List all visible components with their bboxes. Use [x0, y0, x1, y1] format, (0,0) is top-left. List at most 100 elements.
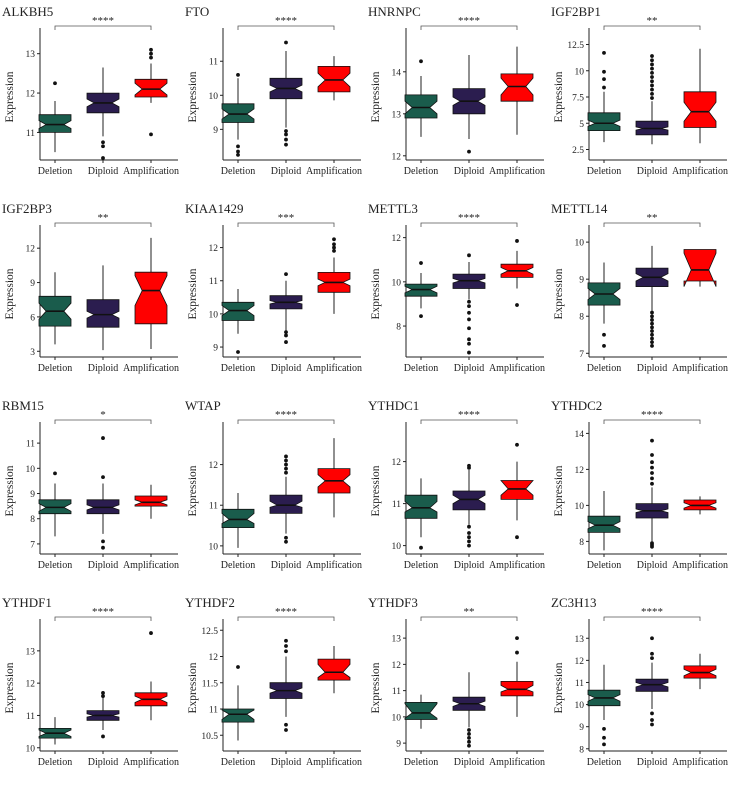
x-tick-label: Deletion: [38, 757, 72, 768]
y-axis-label: Expression: [187, 268, 199, 319]
outlier-point: [101, 140, 105, 145]
box-diploid: [635, 636, 669, 727]
y-tick-label: 12.5: [567, 41, 584, 51]
panel-title: FTO: [185, 4, 209, 19]
y-tick-label: 9: [213, 126, 218, 136]
y-axis-label: Expression: [4, 268, 16, 319]
panel-title: IGF2BP1: [551, 4, 601, 19]
outlier-point: [332, 248, 336, 253]
outlier-point: [650, 636, 654, 641]
significance-bracket: [420, 25, 518, 30]
y-tick-label: 11: [392, 687, 401, 697]
x-tick-label: Diploid: [637, 166, 668, 177]
outlier-point: [467, 739, 471, 744]
x-tick-label: Amplification: [489, 363, 545, 374]
x-tick-label: Amplification: [489, 560, 545, 571]
outlier-point: [101, 690, 105, 695]
x-tick-label: Amplification: [306, 363, 362, 374]
box-body: [317, 66, 351, 93]
y-tick-label: 8: [579, 745, 584, 755]
panel-title: YTHDC2: [551, 398, 602, 413]
box-deletion: [404, 478, 438, 550]
box-amplification: [683, 48, 717, 144]
outlier-point: [284, 535, 288, 540]
panel-title: KIAA1429: [185, 201, 244, 216]
x-tick-label: Diploid: [271, 363, 302, 374]
outlier-point: [149, 47, 153, 52]
box-amplification: [683, 653, 717, 690]
outlier-point: [650, 314, 654, 319]
x-tick-label: Diploid: [637, 560, 668, 571]
box-amplification: [500, 636, 534, 717]
panel-wtap: WTAP Expression 10 11 12 Deletion Diploid Ampli…: [185, 398, 362, 571]
x-tick-label: Amplification: [123, 166, 179, 177]
box-diploid: [452, 463, 486, 548]
y-tick-label: 5: [579, 120, 584, 130]
panel-title: METTL3: [368, 201, 418, 216]
outlier-point: [284, 137, 288, 142]
outlier-point: [332, 242, 336, 247]
outlier-point: [650, 718, 654, 722]
outlier-point: [284, 539, 288, 544]
panel-ythdf2: YTHDF2 Expression 10.5 11 11.5 12 12.5 Deletion…: [185, 595, 362, 768]
outlier-point: [284, 470, 288, 475]
y-tick-label: 12: [209, 461, 219, 471]
y-tick-label: 12: [575, 466, 585, 476]
x-tick-label: Diploid: [454, 560, 485, 571]
outlier-point: [650, 66, 654, 71]
box-diploid: [269, 638, 303, 732]
box-amplification: [500, 46, 534, 135]
outlier-point: [284, 722, 288, 727]
box-body: [404, 702, 438, 720]
y-tick-label: 13: [575, 635, 585, 645]
box-amplification: [500, 239, 534, 307]
outlier-point: [419, 545, 423, 550]
outlier-point: [650, 481, 654, 486]
outlier-point: [419, 261, 423, 265]
x-tick-label: Deletion: [404, 560, 438, 571]
panel-igf2bp1: IGF2BP1 Expression 2.5 5 7.5 10 12.5 Deletion Di…: [551, 4, 728, 177]
outlier-point: [284, 462, 288, 467]
box-amplification: [134, 484, 168, 519]
outlier-point: [602, 726, 606, 731]
box-amplification: [317, 56, 351, 101]
box-diploid: [635, 438, 669, 549]
y-axis-label: Expression: [187, 662, 199, 713]
significance-label: **: [464, 606, 475, 618]
x-tick-label: Deletion: [404, 757, 438, 768]
outlier-point: [467, 299, 471, 304]
box-body: [500, 480, 534, 500]
box-body: [587, 515, 621, 533]
box-diploid: [86, 67, 120, 160]
panel-rbm15: RBM15 Expression 7 8 9 10 11 Deletion Diploid Amp…: [2, 398, 179, 571]
outlier-point: [53, 81, 57, 86]
box-body: [38, 114, 72, 133]
significance-bracket: [237, 222, 335, 227]
outlier-point: [419, 314, 423, 319]
outlier-point: [650, 471, 654, 475]
box-deletion: [221, 72, 255, 157]
y-tick-label: 11: [575, 679, 584, 689]
outlier-point: [602, 343, 606, 348]
outlier-point: [650, 460, 654, 465]
y-tick-label: 11: [209, 277, 218, 287]
y-tick-label: 10: [26, 744, 36, 754]
panel-mettl3: METTL3 Expression 8 10 12 Deletion Diploid Ampl…: [368, 201, 545, 374]
outlier-point: [650, 453, 654, 457]
y-tick-label: 12: [26, 90, 36, 100]
panel-igf2bp3: IGF2BP3 Expression 3 6 9 12 Deletion Diploid Amp…: [2, 201, 179, 374]
outlier-point: [650, 91, 654, 96]
outlier-point: [284, 272, 288, 277]
box-body: [221, 103, 255, 123]
y-tick-label: 10: [575, 67, 585, 77]
y-axis-label: Expression: [187, 71, 199, 122]
outlier-point: [284, 466, 288, 471]
box-deletion: [587, 664, 621, 747]
panel-title: METTL14: [551, 201, 608, 216]
outlier-point: [236, 149, 240, 154]
y-tick-label: 9: [579, 276, 584, 286]
x-tick-label: Diploid: [454, 363, 485, 374]
x-tick-label: Diploid: [88, 166, 119, 177]
y-tick-label: 9: [579, 723, 584, 733]
outlier-point: [650, 340, 654, 345]
